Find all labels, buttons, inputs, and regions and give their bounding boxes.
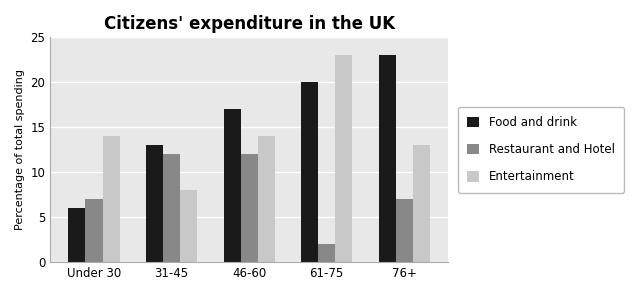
Bar (163, 154, 180, 262)
Bar (318, 244, 335, 262)
Bar (396, 199, 413, 262)
Bar (102, 136, 120, 262)
Bar (301, 82, 318, 262)
Legend: Food and drink, Restaurant and Hotel, Entertainment: Food and drink, Restaurant and Hotel, En… (458, 106, 624, 193)
Bar (180, 190, 197, 262)
Bar (379, 55, 396, 262)
Bar (241, 154, 258, 262)
Bar (335, 55, 353, 262)
Title: Citizens' expenditure in the UK: Citizens' expenditure in the UK (104, 15, 395, 33)
Bar (413, 145, 430, 262)
Y-axis label: Percentage of total spending: Percentage of total spending (15, 69, 25, 230)
Bar (68, 208, 85, 262)
Bar (146, 145, 163, 262)
Bar (258, 136, 275, 262)
Bar (85, 199, 102, 262)
Bar (223, 109, 241, 262)
